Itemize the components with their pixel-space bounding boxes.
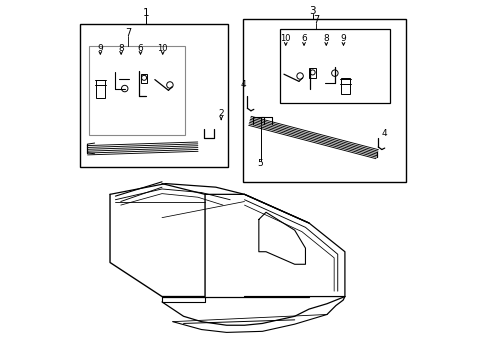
Text: 6: 6 xyxy=(137,44,143,53)
Text: 4: 4 xyxy=(381,129,386,138)
Bar xyxy=(88,45,185,135)
Text: 2: 2 xyxy=(218,109,224,118)
Bar xyxy=(280,30,389,103)
Text: 10: 10 xyxy=(280,34,290,43)
Text: 8: 8 xyxy=(323,34,328,43)
Text: 3: 3 xyxy=(309,6,315,17)
Text: 6: 6 xyxy=(301,34,306,43)
Text: 5: 5 xyxy=(257,159,263,168)
Bar xyxy=(141,74,147,83)
Text: 4: 4 xyxy=(240,81,246,90)
Text: 10: 10 xyxy=(157,44,168,53)
Bar xyxy=(80,24,228,167)
Text: 7: 7 xyxy=(312,15,319,26)
Bar xyxy=(341,78,349,94)
Text: 7: 7 xyxy=(124,28,131,38)
Text: 1: 1 xyxy=(142,8,149,18)
Text: 9: 9 xyxy=(340,34,346,43)
Text: 8: 8 xyxy=(118,44,124,53)
Bar xyxy=(308,68,315,78)
Bar xyxy=(96,80,104,98)
Bar xyxy=(242,19,405,182)
Text: 9: 9 xyxy=(97,44,103,53)
